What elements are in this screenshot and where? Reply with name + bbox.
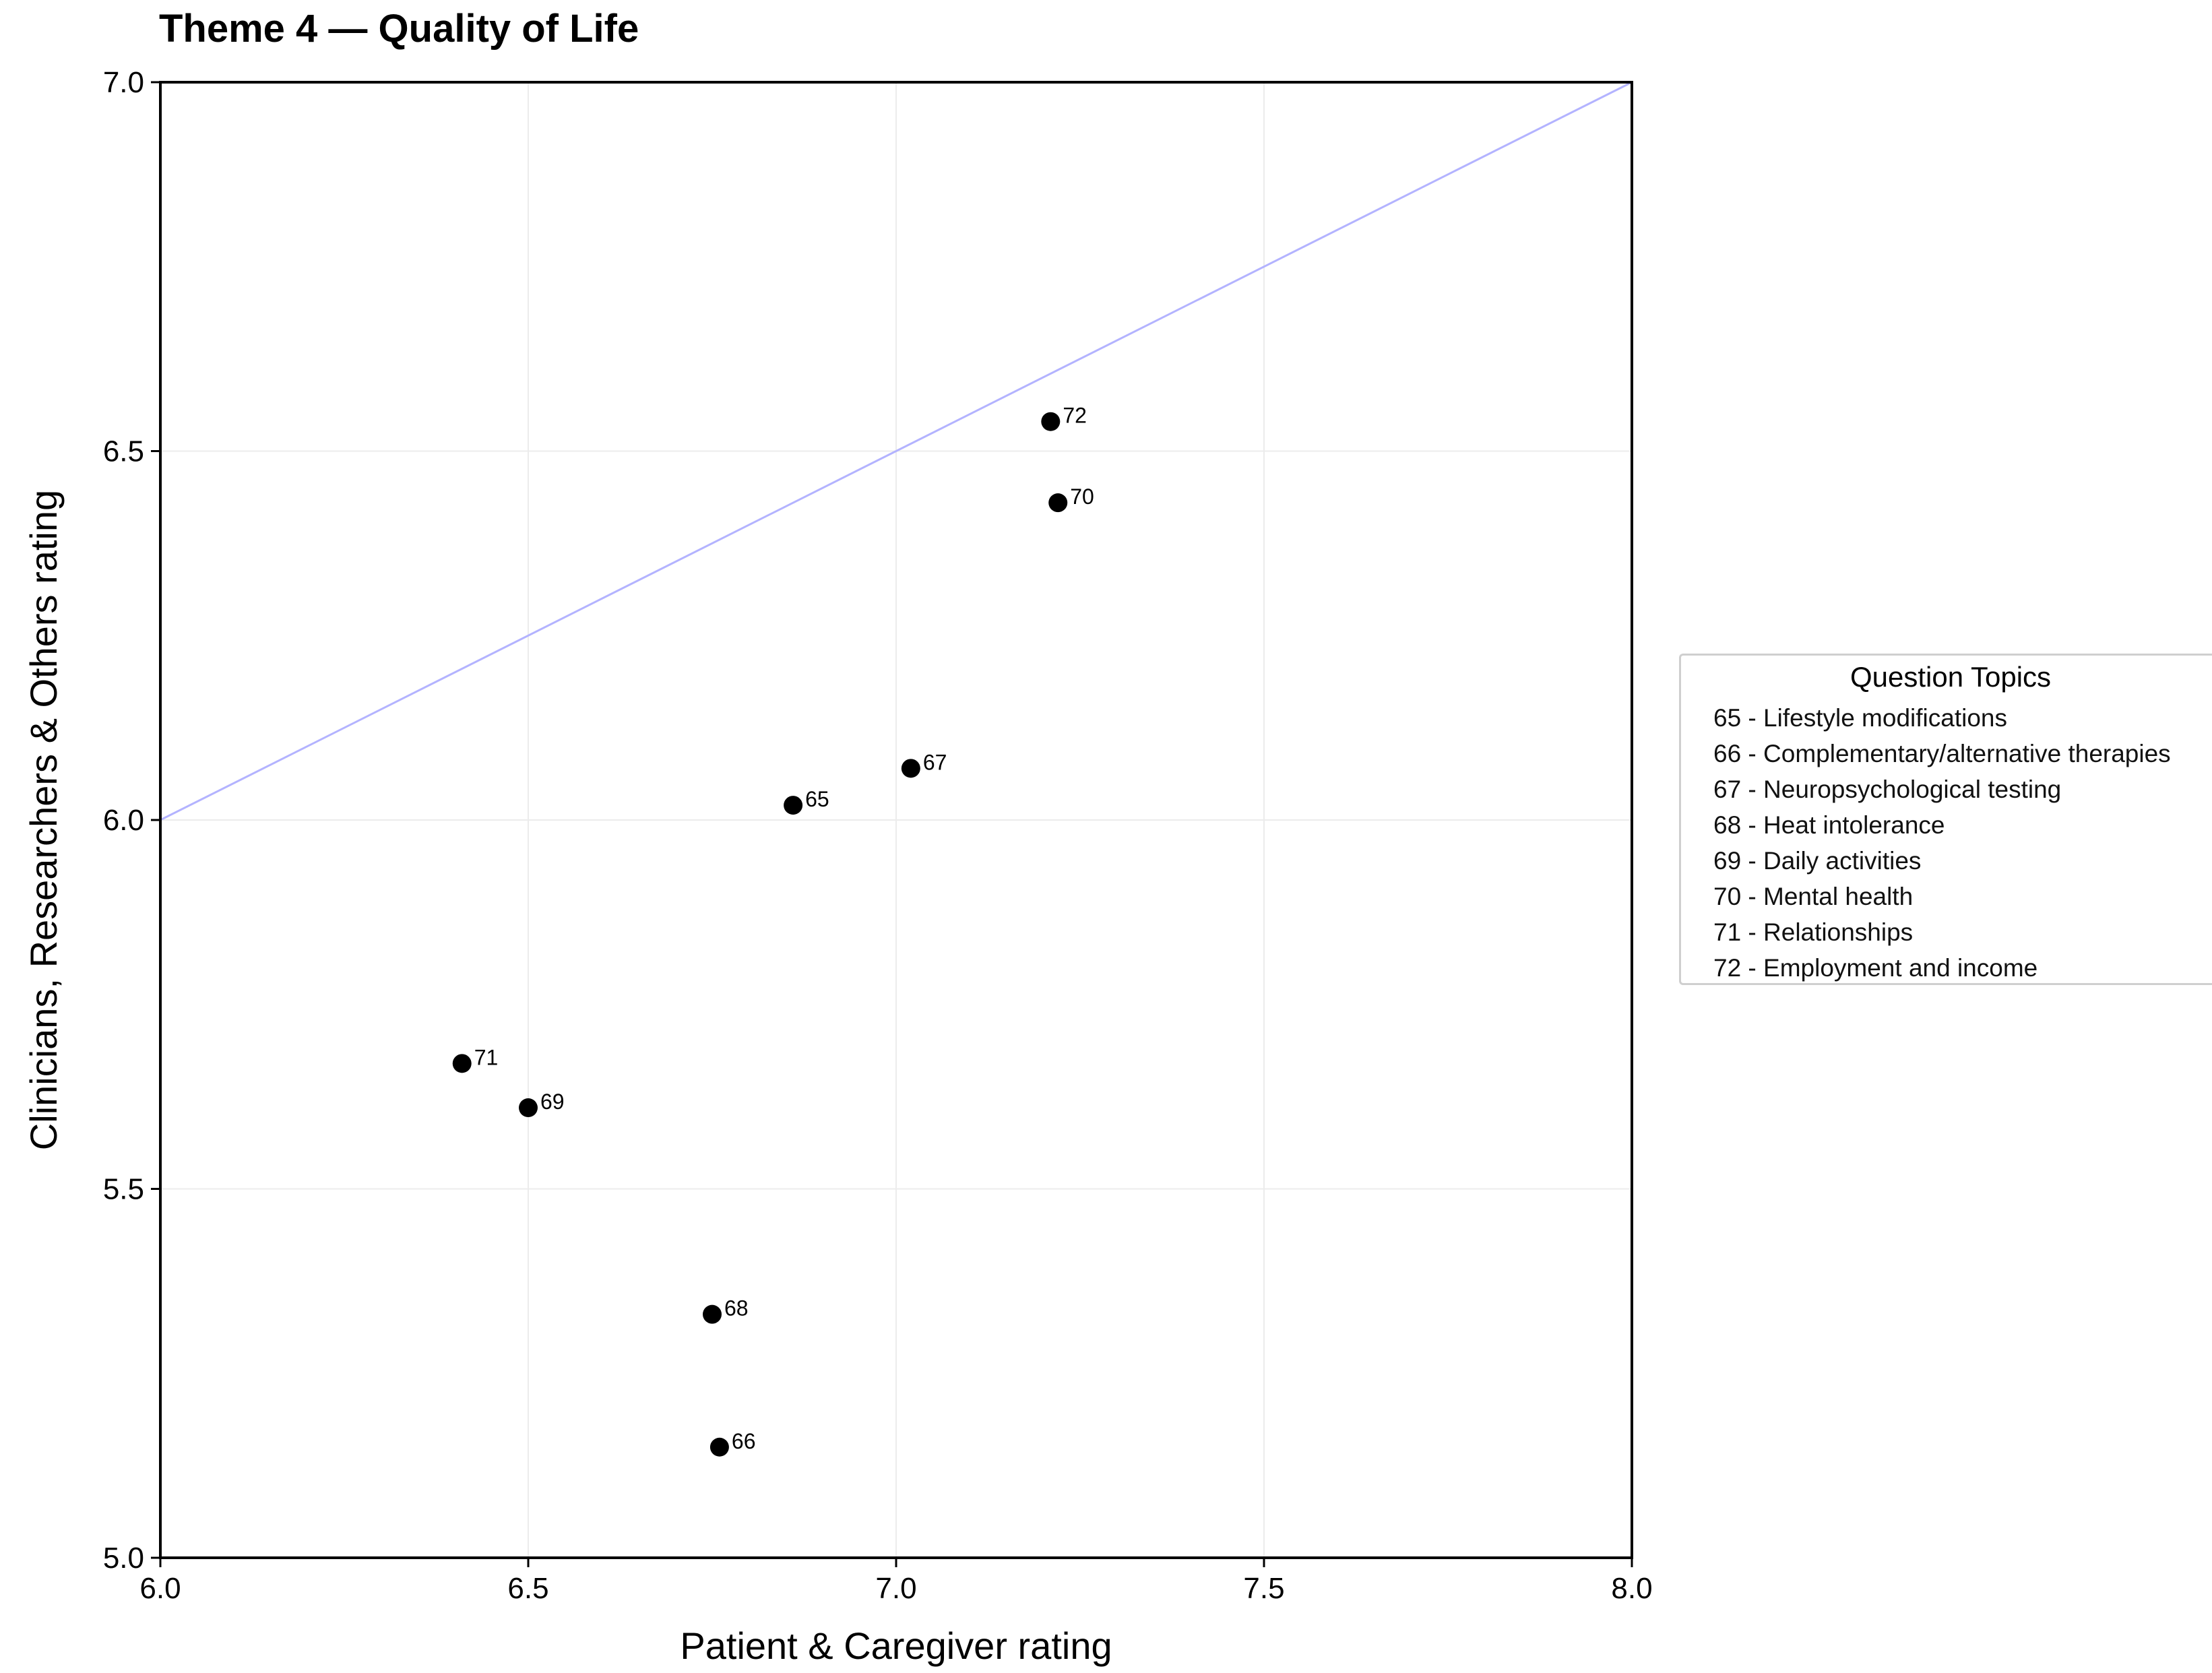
legend: Question Topics 65 - Lifestyle modificat… bbox=[1679, 654, 2212, 985]
data-point-65 bbox=[784, 796, 803, 815]
data-point-68 bbox=[703, 1304, 722, 1324]
legend-list: 65 - Lifestyle modifications 66 - Complem… bbox=[1713, 700, 2171, 986]
legend-entry: 68 - Heat intolerance bbox=[1713, 811, 1945, 839]
x-axis-label: Patient & Caregiver rating bbox=[680, 1624, 1112, 1667]
y-tick-label: 5.5 bbox=[103, 1173, 144, 1206]
y-axis-ticks: 5.0 5.5 6.0 6.5 7.0 bbox=[103, 66, 160, 1575]
chart-title: Theme 4 — Quality of Life bbox=[159, 7, 639, 51]
data-point-66 bbox=[709, 1437, 729, 1457]
y-tick-label: 7.0 bbox=[103, 66, 144, 99]
reference-line bbox=[160, 81, 1633, 821]
data-point-71 bbox=[452, 1054, 472, 1073]
data-points: 65 66 67 68 69 70 71 72 bbox=[452, 404, 1094, 1457]
point-label-70: 70 bbox=[1070, 484, 1094, 509]
point-label-71: 71 bbox=[474, 1045, 499, 1069]
data-point-67 bbox=[901, 759, 920, 778]
legend-entry: 69 - Daily activities bbox=[1713, 847, 1922, 875]
x-tick-label: 7.5 bbox=[1243, 1572, 1284, 1605]
point-label-66: 66 bbox=[732, 1429, 756, 1453]
point-label-65: 65 bbox=[805, 787, 829, 811]
legend-title: Question Topics bbox=[1850, 661, 2052, 693]
point-label-72: 72 bbox=[1063, 404, 1087, 428]
legend-entry: 72 - Employment and income bbox=[1713, 954, 2038, 982]
grid-lines bbox=[160, 82, 1633, 1558]
point-label-69: 69 bbox=[540, 1090, 565, 1114]
y-tick-label: 5.0 bbox=[103, 1542, 144, 1575]
legend-entry: 66 - Complementary/alternative therapies bbox=[1713, 740, 2171, 767]
y-axis-label: Clinicians, Researchers & Others rating bbox=[22, 490, 65, 1150]
x-axis-ticks: 6.0 6.5 7.0 7.5 8.0 bbox=[139, 1558, 1653, 1605]
y-tick-label: 6.5 bbox=[103, 435, 144, 468]
x-tick-label: 6.5 bbox=[507, 1572, 548, 1605]
x-tick-label: 7.0 bbox=[875, 1572, 916, 1605]
legend-entry: 71 - Relationships bbox=[1713, 918, 1914, 946]
data-point-70 bbox=[1048, 493, 1068, 513]
data-point-72 bbox=[1041, 412, 1061, 431]
legend-entry: 70 - Mental health bbox=[1713, 883, 1914, 910]
legend-entry: 65 - Lifestyle modifications bbox=[1713, 704, 2007, 732]
point-label-67: 67 bbox=[923, 750, 947, 774]
point-label-68: 68 bbox=[724, 1296, 749, 1321]
x-tick-label: 6.0 bbox=[139, 1572, 181, 1605]
data-point-69 bbox=[519, 1098, 538, 1118]
x-tick-label: 8.0 bbox=[1611, 1572, 1652, 1605]
legend-entry: 67 - Neuropsychological testing bbox=[1713, 776, 2062, 803]
y-tick-label: 6.0 bbox=[103, 804, 144, 837]
